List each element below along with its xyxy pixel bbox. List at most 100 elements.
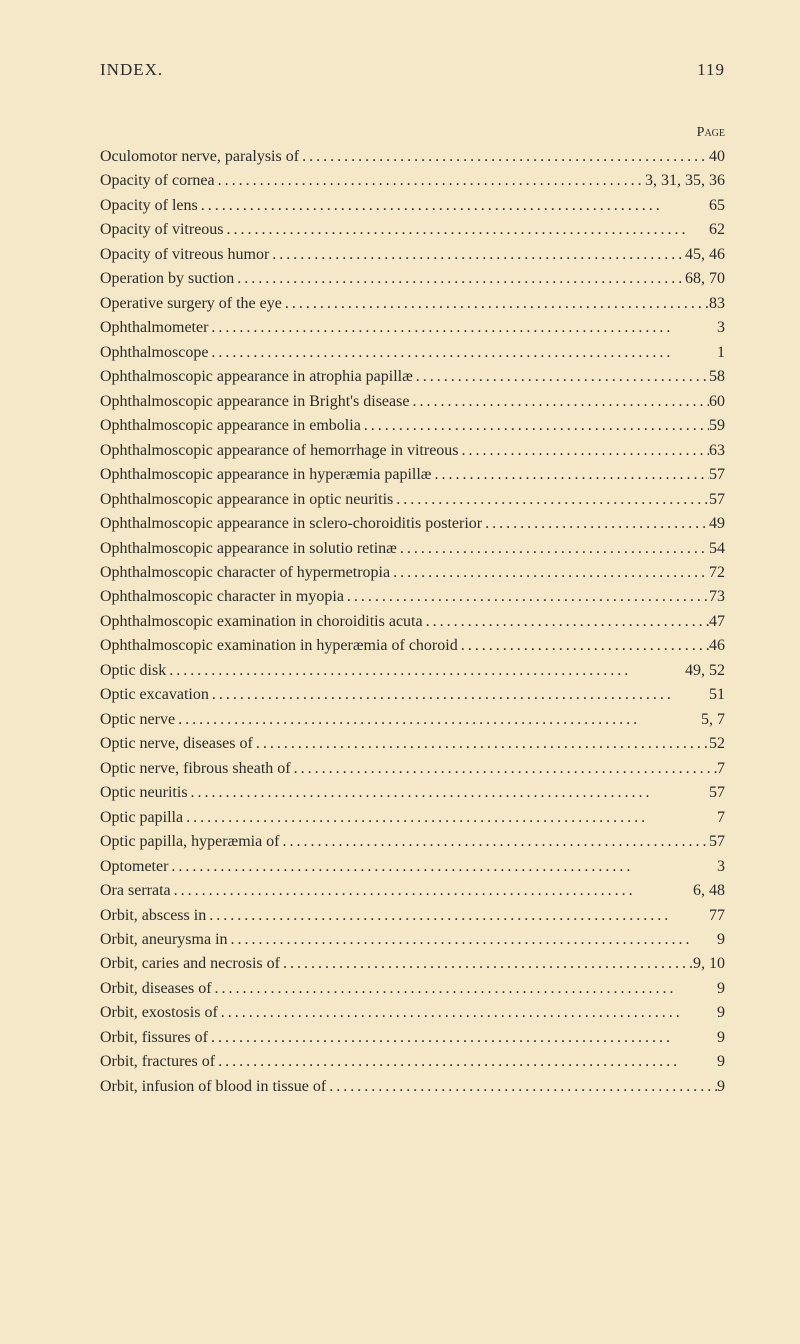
- index-entry: Orbit, exostosis of 9: [100, 1001, 725, 1025]
- leader-dots: [458, 634, 709, 658]
- index-entry: Operative surgery of the eye83: [100, 292, 725, 316]
- entry-label: Oculomotor nerve, paralysis of: [100, 145, 299, 169]
- entry-page-number: 9: [717, 1001, 725, 1025]
- leader-dots: [224, 218, 709, 242]
- index-entry: Ophthalmoscope1: [100, 341, 725, 365]
- index-entry: Orbit, caries and necrosis of 9, 10: [100, 952, 725, 976]
- leader-dots: [215, 1050, 717, 1074]
- leader-dots: [269, 243, 685, 267]
- page-column-label: Page: [100, 125, 725, 141]
- leader-dots: [183, 806, 717, 830]
- entry-label: Optic nerve: [100, 708, 175, 732]
- leader-dots: [171, 879, 693, 903]
- entry-page-number: 58: [709, 365, 725, 389]
- index-entry: Orbit, fissures of 9: [100, 1026, 725, 1050]
- entry-label: Ophthalmoscope: [100, 341, 208, 365]
- entry-label: Optic nerve, diseases of: [100, 732, 253, 756]
- leader-dots: [218, 1001, 717, 1025]
- leader-dots: [361, 414, 709, 438]
- entry-page-number: 59: [709, 414, 725, 438]
- entry-page-number: 63: [709, 439, 725, 463]
- index-entry: Orbit, infusion of blood in tissue of9: [100, 1075, 725, 1099]
- index-entry: Orbit, aneurysma in9: [100, 928, 725, 952]
- leader-dots: [253, 732, 709, 756]
- leader-dots: [198, 194, 709, 218]
- entry-label: Optic excavation: [100, 683, 209, 707]
- entry-page-number: 46: [709, 634, 725, 658]
- leader-dots: [208, 341, 717, 365]
- entry-label: Ophthalmoscopic examination in hyperæmia…: [100, 634, 458, 658]
- index-entry: Opacity of vitreous humor45, 46: [100, 243, 725, 267]
- entry-label: Orbit, infusion of blood in tissue of: [100, 1075, 326, 1099]
- entry-page-number: 57: [709, 488, 725, 512]
- leader-dots: [234, 267, 685, 291]
- leader-dots: [208, 316, 717, 340]
- entry-page-number: 54: [709, 537, 725, 561]
- entry-page-number: 3, 31, 35, 36: [645, 169, 725, 193]
- leader-dots: [166, 659, 685, 683]
- index-entry: Optic nerve, fibrous sheath of7: [100, 757, 725, 781]
- entry-label: Optic papilla: [100, 806, 183, 830]
- index-entry: Ora serrata 6, 48: [100, 879, 725, 903]
- entry-label: Orbit, fissures of: [100, 1026, 208, 1050]
- entry-page-number: 3: [717, 316, 725, 340]
- entry-page-number: 5, 7: [701, 708, 725, 732]
- index-entry: Ophthalmoscopic appearance in sclero-cho…: [100, 512, 725, 536]
- leader-dots: [409, 390, 709, 414]
- leader-dots: [282, 292, 709, 316]
- leader-dots: [431, 463, 709, 487]
- index-entry: Orbit, fractures of9: [100, 1050, 725, 1074]
- entry-label: Ophthalmoscopic appearance of hemorrhage…: [100, 439, 459, 463]
- leader-dots: [215, 169, 645, 193]
- header-page-number: 119: [697, 60, 725, 80]
- entry-page-number: 6, 48: [693, 879, 725, 903]
- leader-dots: [291, 757, 717, 781]
- entry-page-number: 9: [717, 1050, 725, 1074]
- entry-page-number: 9: [717, 1026, 725, 1050]
- entry-page-number: 47: [709, 610, 725, 634]
- index-entry: Opacity of cornea3, 31, 35, 36: [100, 169, 725, 193]
- entry-page-number: 62: [709, 218, 725, 242]
- index-entry: Optic papilla, hyperæmia of57: [100, 830, 725, 854]
- entry-page-number: 65: [709, 194, 725, 218]
- entry-page-number: 73: [709, 585, 725, 609]
- entry-label: Optic neuritis: [100, 781, 188, 805]
- entry-label: Opacity of lens: [100, 194, 198, 218]
- entry-page-number: 57: [709, 830, 725, 854]
- index-title: INDEX.: [100, 60, 163, 80]
- leader-dots: [344, 585, 709, 609]
- entry-page-number: 72: [709, 561, 725, 585]
- leader-dots: [228, 928, 717, 952]
- entry-label: Ophthalmoscopic appearance in hyperæmia …: [100, 463, 431, 487]
- entry-label: Opacity of vitreous humor: [100, 243, 269, 267]
- index-entry: Operation by suction68, 70: [100, 267, 725, 291]
- index-entry: Ophthalmoscopic appearance of hemorrhage…: [100, 439, 725, 463]
- index-entry: Ophthalmoscopic appearance in solutio re…: [100, 537, 725, 561]
- leader-dots: [206, 904, 709, 928]
- index-entry: Optometer3: [100, 855, 725, 879]
- entry-label: Orbit, abscess in: [100, 904, 206, 928]
- leader-dots: [168, 855, 717, 879]
- leader-dots: [280, 830, 709, 854]
- index-entry: Ophthalmometer 3: [100, 316, 725, 340]
- index-entry: Ophthalmoscopic appearance in embolia59: [100, 414, 725, 438]
- index-entry: Orbit, diseases of9: [100, 977, 725, 1001]
- entry-label: Orbit, caries and necrosis of: [100, 952, 280, 976]
- leader-dots: [397, 537, 709, 561]
- entry-page-number: 9: [717, 928, 725, 952]
- index-entry: Optic disk49, 52: [100, 659, 725, 683]
- entry-label: Orbit, diseases of: [100, 977, 212, 1001]
- entry-label: Operative surgery of the eye: [100, 292, 282, 316]
- entry-label: Ophthalmometer: [100, 316, 208, 340]
- index-entry: Optic excavation51: [100, 683, 725, 707]
- entry-label: Ophthalmoscopic appearance in optic neur…: [100, 488, 393, 512]
- entry-label: Opacity of vitreous: [100, 218, 224, 242]
- entry-label: Orbit, exostosis of: [100, 1001, 218, 1025]
- index-entry: Optic nerve, diseases of52: [100, 732, 725, 756]
- entry-label: Ophthalmoscopic appearance in solutio re…: [100, 537, 397, 561]
- leader-dots: [413, 365, 709, 389]
- entry-page-number: 9, 10: [693, 952, 725, 976]
- entry-label: Ophthalmoscopic appearance in atrophia p…: [100, 365, 413, 389]
- entry-label: Ora serrata: [100, 879, 171, 903]
- entry-label: Ophthalmoscopic appearance in Bright's d…: [100, 390, 409, 414]
